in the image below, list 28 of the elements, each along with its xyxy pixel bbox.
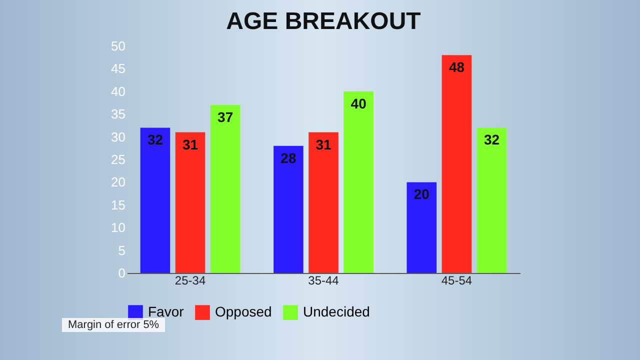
data-label: 40 <box>350 95 367 112</box>
legend-label: Undecided <box>303 304 370 320</box>
y-tick-label: 5 <box>118 242 126 258</box>
text: Margin of error 5% <box>62 318 166 332</box>
y-tick-label: 45 <box>111 61 126 76</box>
y-tick-label: 0 <box>118 266 126 280</box>
x-tick-label: 25-34 <box>174 274 206 288</box>
chart-title: AGE BREAKOUT <box>226 8 422 35</box>
x-tick-label: 45-54 <box>441 274 472 288</box>
x-tick-label: 35-44 <box>308 274 340 288</box>
y-tick-label: 15 <box>111 197 126 212</box>
y-tick-label: 25 <box>111 152 126 167</box>
y-tick-label: 20 <box>111 174 126 190</box>
data-label: 28 <box>280 150 296 166</box>
y-tick-label: 50 <box>111 38 126 54</box>
data-label: 31 <box>182 136 198 152</box>
y-tick-label: 10 <box>111 220 126 236</box>
data-label: 31 <box>316 136 332 152</box>
data-label: 32 <box>147 132 164 148</box>
data-label: 37 <box>218 109 234 126</box>
data-label: 32 <box>484 132 500 148</box>
legend-label: Opposed <box>215 304 272 320</box>
data-label: 20 <box>414 186 430 202</box>
legend-label: Favor <box>148 304 184 320</box>
y-tick-label: 30 <box>111 129 126 144</box>
y-tick-label: 35 <box>111 106 126 122</box>
data-label: 48 <box>448 59 465 76</box>
y-tick-label: 40 <box>111 84 126 99</box>
